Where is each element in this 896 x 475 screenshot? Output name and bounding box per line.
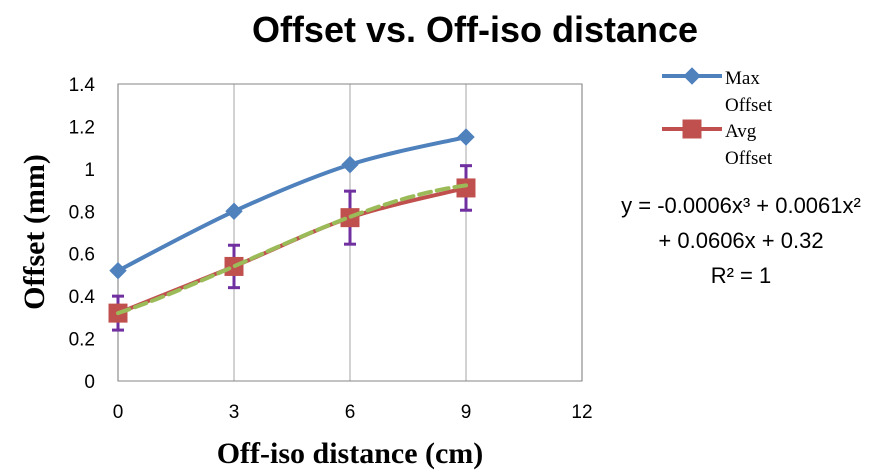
y-tick-label: 0.4: [69, 287, 96, 308]
y-tick-label: 1.2: [69, 117, 95, 138]
series-line-0: [117, 135, 467, 273]
legend-item-0: Max Offset: [662, 67, 773, 116]
x-axis-title: Off-iso distance (cm): [217, 437, 484, 470]
equation-line: + 0.0606x + 0.32: [658, 228, 823, 253]
y-axis-title: Offset (mm): [18, 154, 51, 310]
trendline-equation: y = -0.0006x³ + 0.0061x² + 0.0606x + 0.32…: [621, 193, 861, 288]
legend-item-1: Avg Offset: [662, 119, 773, 169]
legend-label: Offset: [725, 95, 773, 116]
equation-line: R² = 1: [711, 263, 772, 288]
y-tick-label: 1.4: [69, 75, 96, 96]
legend-label: Avg: [725, 121, 757, 142]
trendline: [116, 183, 468, 316]
y-tick-label: 0.2: [69, 330, 95, 351]
x-tick-label: 12: [571, 402, 592, 423]
data-point: [341, 155, 359, 174]
tick-labels: 0 3 6 9 12 0 0.2 0.4 0.6 0.8 1 1.2 1.4: [69, 75, 593, 423]
legend-marker: [683, 67, 701, 85]
x-tick-label: 0: [113, 402, 124, 423]
legend: Max Offset Avg Offset: [662, 67, 773, 169]
data-point: [109, 261, 127, 280]
x-tick-label: 3: [229, 402, 240, 423]
y-tick-label: 1: [84, 160, 95, 181]
y-tick-label: 0: [84, 372, 95, 393]
chart-title: Offset vs. Off-iso distance: [252, 9, 698, 50]
legend-label: Offset: [725, 148, 773, 169]
legend-marker: [682, 119, 702, 139]
data-point: [225, 202, 243, 220]
y-tick-label: 0.6: [69, 245, 95, 266]
data-point: [457, 128, 475, 146]
x-tick-label: 6: [345, 402, 356, 423]
series-layer: [108, 128, 476, 332]
x-tick-label: 9: [461, 402, 472, 423]
plot-area: [117, 83, 583, 382]
y-tick-label: 0.8: [69, 202, 95, 223]
equation-line: y = -0.0006x³ + 0.0061x²: [621, 193, 861, 218]
legend-label: Max: [725, 68, 760, 89]
